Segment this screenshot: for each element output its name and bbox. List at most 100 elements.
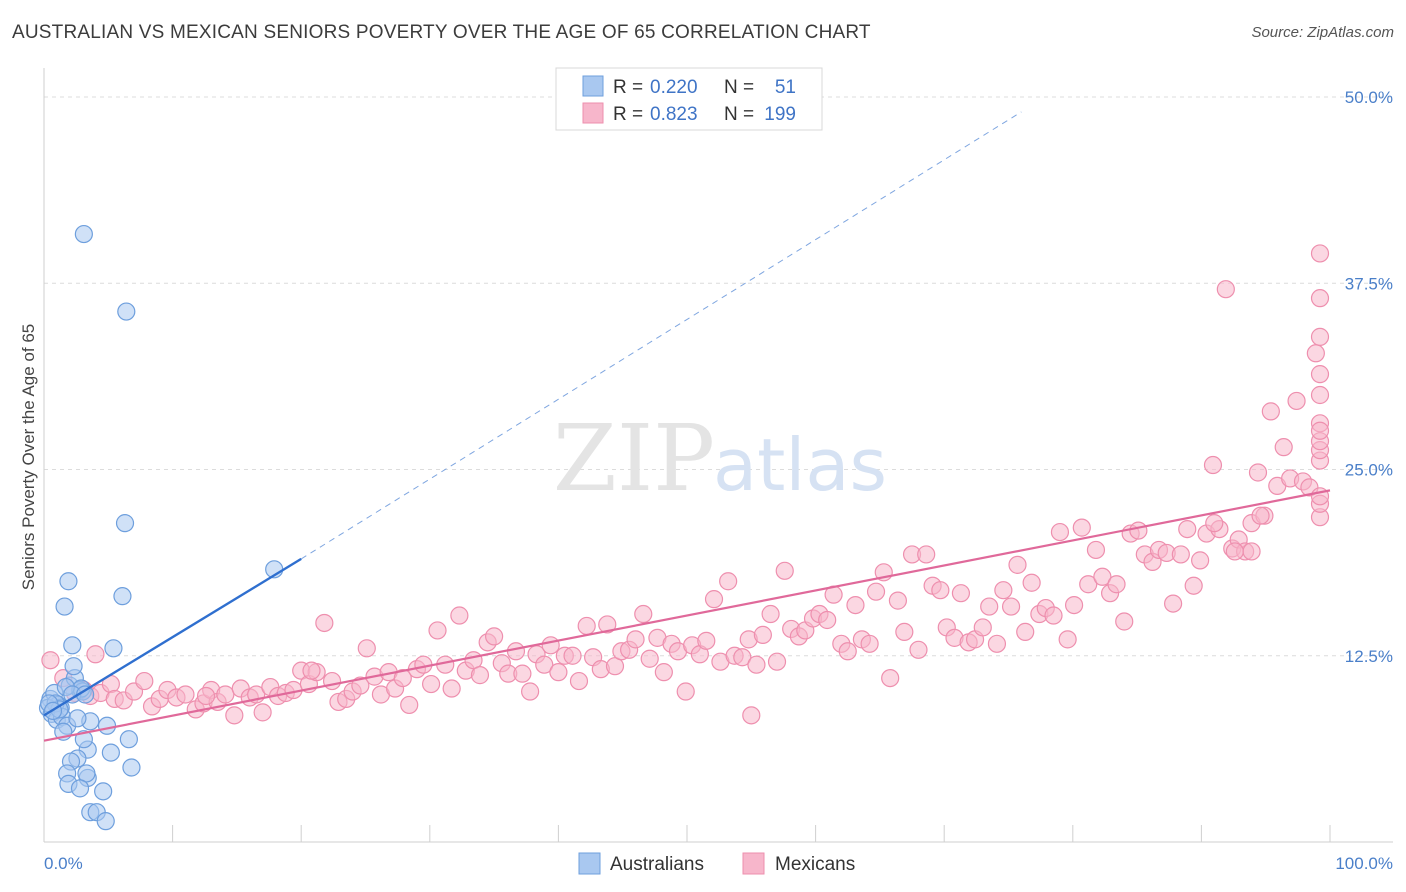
y-tick-label-2: 37.5% [1345,274,1393,293]
mexicans-point-155 [1171,545,1190,564]
australians-point-3 [59,572,78,591]
source-label: Source: ZipAtlas.com [1251,24,1394,41]
mexicans-point-66 [541,636,560,655]
mexicans-point-112 [866,582,886,601]
mexicans-point-34 [315,613,334,633]
australians-point-1 [117,302,136,321]
australians-point-2 [115,514,135,533]
legend: R = 0.220 N = 51 R = 0.823 N = 199 [555,67,823,131]
mexicans-point-80 [640,649,659,668]
mexicans-point-127 [973,618,992,637]
chart-title: AUSTRALIAN VS MEXICAN SENIORS POVERTY OV… [12,22,871,43]
australians-trend-line [43,557,302,717]
legend-n-label-1: N = [724,104,754,125]
australians-point-40 [70,779,90,798]
mexicans-point-98 [767,652,787,671]
mexicans-point-149 [1129,521,1148,540]
legend-r-label-0: R = [613,77,643,98]
mexicans-point-46 [400,695,419,715]
mexicans-point-99 [775,561,794,580]
watermark-atlas: atlas [713,423,887,507]
mexicans-point-16 [176,685,195,704]
mexicans-point-11 [135,671,154,691]
mexicans-point-114 [881,668,900,688]
mexicans-point-189 [1310,244,1330,263]
australians-point-41 [94,782,113,801]
mexicans-point-40 [357,639,376,658]
mexicans-point-71 [577,616,596,636]
mexicans-point-176 [1306,344,1325,363]
mexicans-point-173 [1287,391,1306,411]
mexicans-point-91 [719,572,738,591]
mexicans-point-74 [598,615,617,634]
y-tick-label-1: 25.0% [1345,461,1393,480]
mexicans-point-88 [697,631,716,650]
australians-point-7 [104,639,123,658]
bottom-legend-australians: Australians [610,854,704,875]
mexicans-point-147 [1115,612,1134,631]
mexicans-point-158 [1191,551,1210,570]
australians-trend-extension [300,111,1022,560]
mexicans-point-26 [253,703,272,722]
mexicans-point-35 [322,671,342,691]
mexicans-point-52 [442,679,461,698]
bottom-legend-mexicans: Mexicans [775,854,855,875]
australians-point-20 [64,657,83,676]
mexicans-point-167 [1248,463,1268,482]
mexicans-point-195 [196,686,216,706]
australians-point-44 [96,812,115,831]
legend-n-value-1: 199 [764,104,796,125]
mexicans-point-193 [1251,506,1270,525]
mexicans-point-118 [909,640,928,659]
mexicans-point-58 [485,627,504,646]
australians-point-26 [97,716,117,735]
mexicans-point-156 [1178,519,1197,539]
mexicans-point-196 [302,661,321,680]
mexicans-point-138 [1050,522,1070,542]
mexicans-point-188 [1310,421,1330,440]
legend-r-value-0: 0.220 [650,77,698,98]
mexicans-point-183 [1310,327,1330,346]
y-tick-label-0: 12.5% [1345,647,1393,666]
australians-point-4 [55,597,74,616]
mexicans-point-85 [676,682,695,701]
mexicans-point-82 [654,663,673,682]
mexicans-point-171 [1274,438,1293,457]
mexicans-point-79 [634,604,653,624]
mexicans-point-62 [513,664,532,683]
mexicans-point-70 [569,671,589,691]
mexicans-point-61 [506,642,526,661]
mexicans-point-132 [1008,555,1027,574]
watermark-zip: ZIP [553,405,715,512]
trend-lines [43,111,1331,742]
y-tick-labels: 12.5% 25.0% 37.5% 50.0% [1345,88,1393,666]
mexicans-point-169 [1261,402,1280,421]
x-tick-label-min: 0.0% [44,854,83,873]
australians-point-33 [119,730,138,749]
bottom-legend: Australians Mexicans [578,852,855,875]
mexicans-point-139 [1058,630,1077,649]
mexicans-point-160 [1203,455,1223,475]
mexicans-point-144 [1093,567,1112,586]
mexicans-point-130 [994,581,1013,600]
legend-swatch-mexicans [582,102,604,124]
mexicans-point-177 [1310,385,1330,405]
mexicans-point-194 [742,706,761,725]
mexicans-point-56 [470,666,490,685]
legend-n-label-0: N = [724,77,754,98]
mexicans-point-119 [917,545,936,564]
mexicans-point-133 [1016,622,1035,642]
mexicans-point-124 [951,584,971,603]
mexicans-point-0 [41,651,60,670]
mexicans-point-137 [1044,606,1063,625]
australians-point-30 [74,730,93,749]
mexicans-point-140 [1064,595,1084,615]
mexicans-point-191 [1225,542,1244,561]
mexicans-point-39 [351,676,370,695]
australians-point-32 [101,743,120,762]
mexicans-point-45 [393,668,412,688]
mexicans-point-21 [216,685,235,704]
mexicans-point-65 [535,655,554,674]
mexicans-point-89 [704,590,724,609]
